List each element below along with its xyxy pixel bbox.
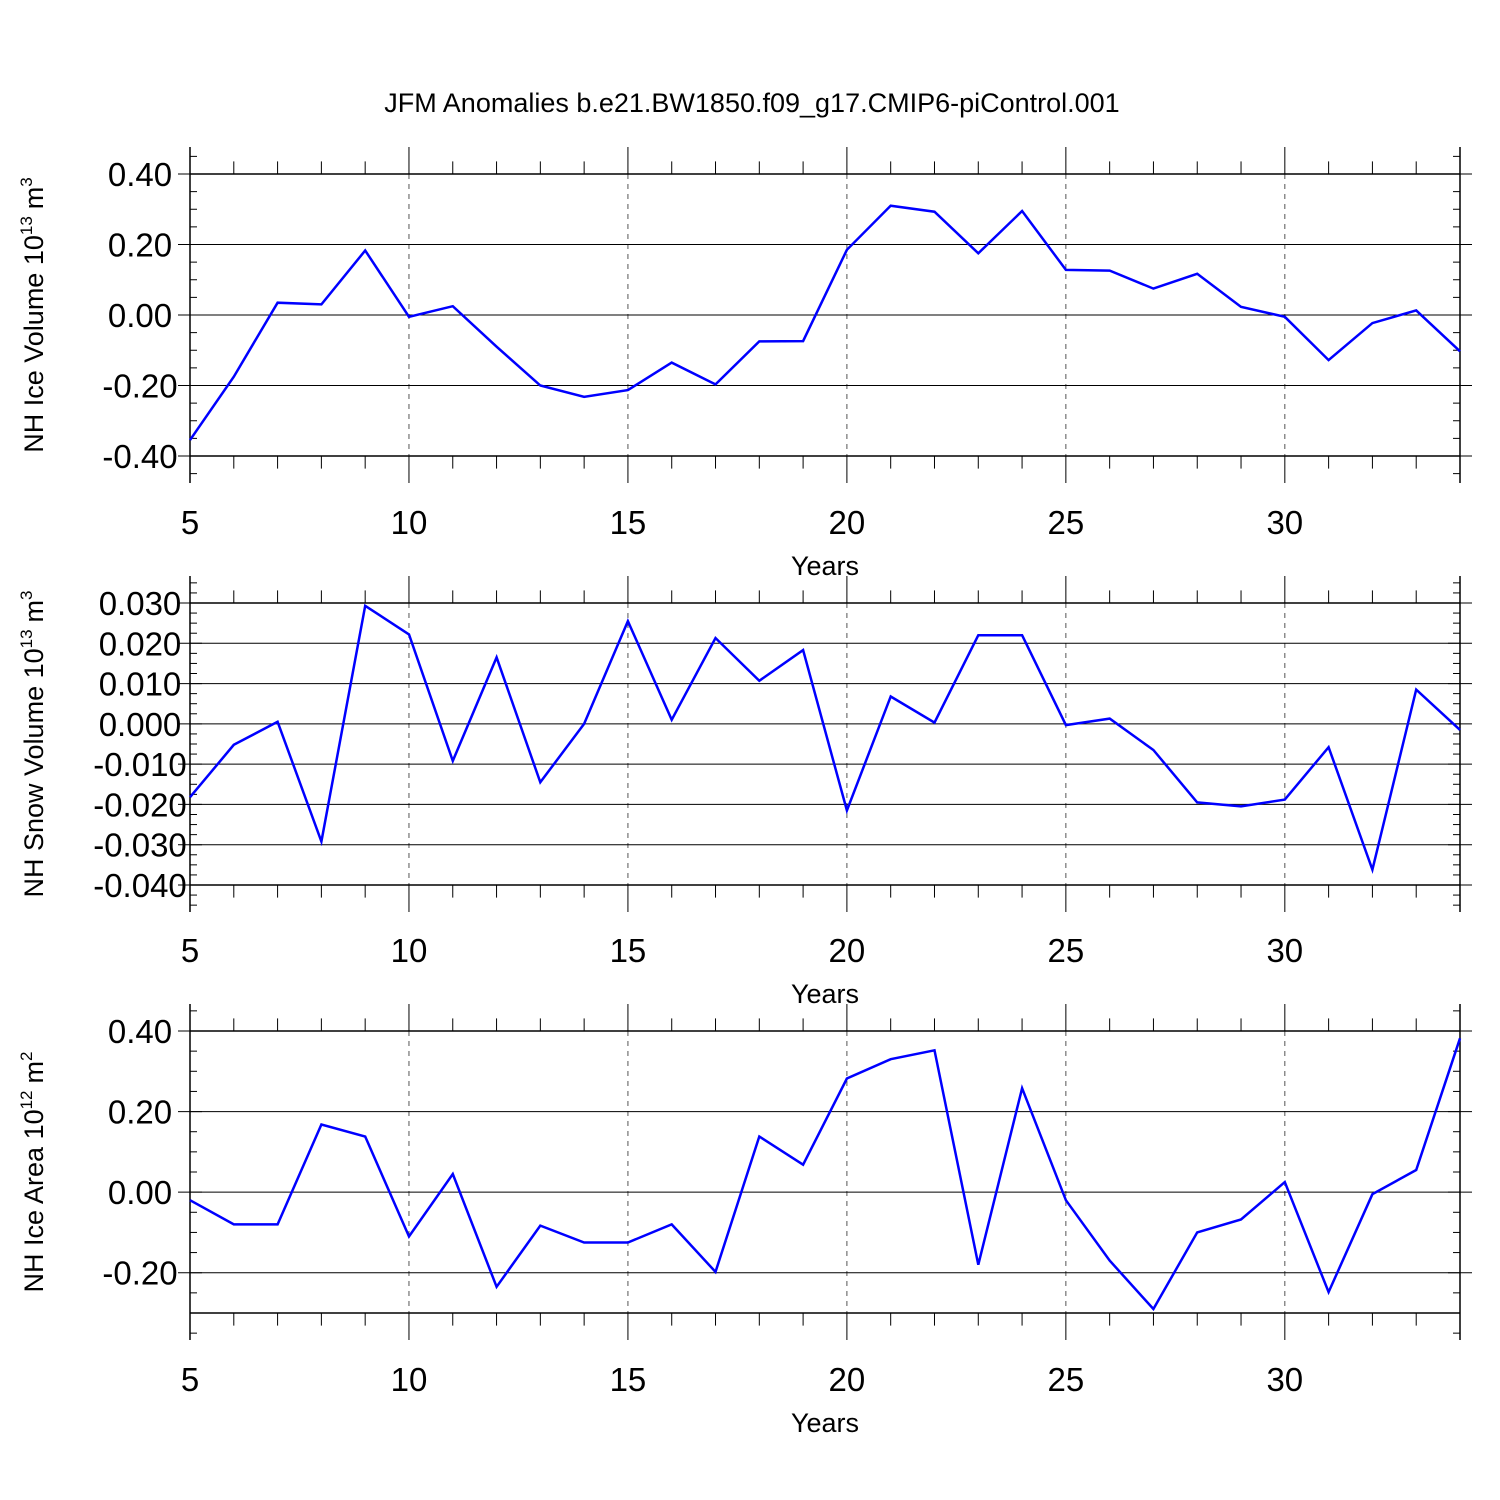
y-tick-label: 0.40 (108, 156, 172, 193)
x-tick-label: 20 (829, 1361, 866, 1398)
y-tick-label: 0.00 (108, 1174, 172, 1211)
x-tick-label: 5 (181, 932, 199, 969)
y-tick-label: 0.20 (108, 1094, 172, 1131)
x-tick-label: 25 (1048, 504, 1085, 541)
x-tick-label: 25 (1048, 1361, 1085, 1398)
y-tick-label: -0.030 (93, 827, 187, 864)
y-tick-label: 0.030 (99, 585, 182, 622)
y-tick-label: 0.40 (108, 1013, 172, 1050)
y-axis-label-part: NH Ice Volume 10 (19, 235, 49, 453)
y-axis-label-part: 3 (17, 177, 36, 186)
y-axis-label-part: 13 (17, 629, 36, 648)
x-axis-label: Years (791, 551, 859, 581)
x-tick-label: 30 (1266, 1361, 1303, 1398)
y-axis-label: NH Snow Volume 1013 m3 (17, 590, 49, 897)
x-axis-label: Years (791, 979, 859, 1009)
y-tick-label: -0.20 (102, 1255, 177, 1292)
y-axis-label-part: 12 (17, 1090, 36, 1109)
x-tick-label: 20 (829, 504, 866, 541)
x-axis-label: Years (791, 1408, 859, 1438)
y-axis-label-part: NH Ice Area 10 (19, 1109, 49, 1292)
x-tick-label: 5 (181, 504, 199, 541)
y-tick-label: -0.010 (93, 746, 187, 783)
y-axis-label: NH Ice Area 1012 m2 (17, 1052, 49, 1293)
y-axis-label-part: m (19, 1061, 49, 1084)
series-line (189, 1037, 1462, 1312)
y-tick-label: 0.20 (108, 227, 172, 264)
y-axis-label-part: 13 (17, 216, 36, 235)
x-tick-label: 30 (1266, 932, 1303, 969)
y-tick-label: -0.20 (102, 368, 177, 405)
x-tick-label: 15 (610, 932, 647, 969)
x-tick-label: 25 (1048, 932, 1085, 969)
y-tick-label: -0.020 (93, 786, 187, 823)
y-tick-label: 0.000 (99, 706, 182, 743)
series-line (189, 603, 1461, 875)
x-tick-label: 10 (391, 504, 428, 541)
y-axis-label-part: m (19, 187, 49, 210)
y-axis-label-part: 2 (17, 1052, 36, 1061)
y-axis-label-part: 3 (17, 590, 36, 599)
y-axis-label-part: m (19, 600, 49, 623)
series-line (188, 204, 1461, 441)
chart-panels: -0.40-0.200.000.200.405 10 15 20 25 30YearsNH… (17, 147, 1472, 1438)
figure-title: JFM Anomalies b.e21.BW1850.f09_g17.CMIP6… (384, 88, 1119, 118)
x-tick-label: 15 (610, 504, 647, 541)
x-tick-label: 5 (181, 1361, 199, 1398)
y-tick-label: 0.010 (99, 666, 182, 703)
x-tick-label: 10 (391, 932, 428, 969)
y-tick-label: 0.020 (99, 625, 182, 662)
x-tick-label: 20 (829, 932, 866, 969)
y-tick-label: -0.40 (102, 438, 177, 475)
x-tick-label: 15 (610, 1361, 647, 1398)
y-axis-label: NH Ice Volume 1013 m3 (17, 177, 49, 453)
x-tick-label: 30 (1266, 504, 1303, 541)
y-tick-label: 0.00 (108, 297, 172, 334)
panel-3: -0.20 0.00 0.20 0.40 5 10 15 20 25 30 Years NH Ice … (17, 1004, 1472, 1438)
y-axis-label-part: NH Snow Volume 10 (19, 648, 49, 897)
y-tick-label: -0.040 (93, 867, 187, 904)
x-tick-label: 10 (391, 1361, 428, 1398)
panel-1: -0.40 -0.20 0.00 0.20 0.40 5 10 15 20 25 30 Years NH… (17, 147, 1472, 581)
